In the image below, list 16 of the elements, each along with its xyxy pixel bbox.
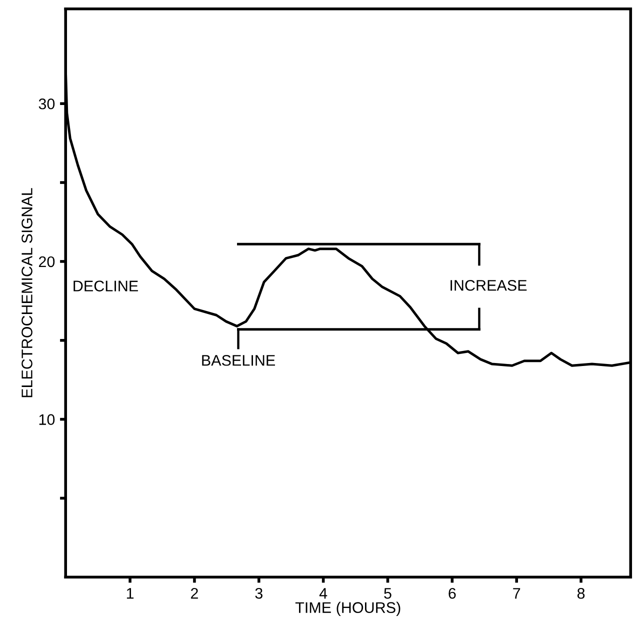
y-tick-label: 20 — [38, 256, 55, 268]
x-tick-label: 7 — [513, 588, 520, 599]
x-tick-label: 5 — [384, 588, 392, 599]
x-tick-label: 6 — [448, 588, 456, 599]
y-tick-label: 10 — [39, 414, 55, 425]
x-tick-label: 2 — [190, 588, 198, 599]
x-tick-label: 3 — [255, 588, 262, 599]
annotation: INCREASE — [450, 280, 527, 291]
annotation: DECLINE — [74, 280, 138, 292]
x-tick-label: 4 — [319, 588, 328, 599]
x-axis-title: TIME (HOURS) — [295, 602, 400, 616]
x-tick-label: 1 — [126, 588, 134, 599]
x-tick-label: 8 — [577, 588, 585, 599]
annotation: BASELINE — [202, 354, 275, 366]
y-axis-title: ELECTROCHEMICAL SIGNAL — [22, 188, 32, 398]
y-tick-label: 30 — [38, 98, 55, 110]
